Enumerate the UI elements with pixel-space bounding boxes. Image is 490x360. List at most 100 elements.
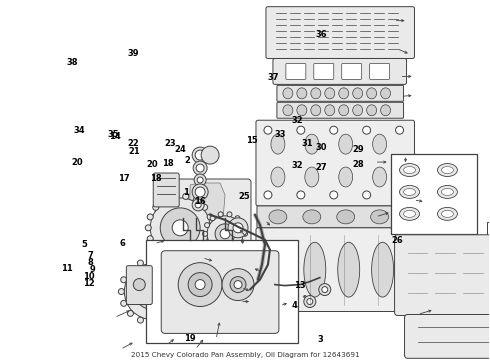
- Ellipse shape: [404, 167, 416, 174]
- Ellipse shape: [367, 105, 377, 116]
- Circle shape: [304, 296, 316, 307]
- Circle shape: [178, 300, 184, 306]
- Ellipse shape: [353, 88, 363, 99]
- Text: 29: 29: [352, 145, 364, 154]
- Circle shape: [230, 276, 246, 293]
- Ellipse shape: [399, 163, 419, 176]
- Circle shape: [121, 277, 127, 283]
- Circle shape: [258, 278, 272, 292]
- Ellipse shape: [311, 88, 321, 99]
- Circle shape: [274, 284, 290, 300]
- Text: 32: 32: [292, 116, 303, 125]
- Circle shape: [215, 224, 235, 244]
- Circle shape: [188, 273, 212, 297]
- Circle shape: [182, 284, 194, 296]
- Circle shape: [202, 245, 208, 251]
- Circle shape: [486, 297, 490, 312]
- Ellipse shape: [339, 88, 349, 99]
- Circle shape: [145, 285, 159, 298]
- Text: 26: 26: [392, 237, 403, 246]
- FancyBboxPatch shape: [161, 251, 279, 333]
- Circle shape: [194, 174, 206, 186]
- Ellipse shape: [371, 242, 393, 297]
- Ellipse shape: [399, 185, 419, 198]
- Circle shape: [149, 319, 155, 325]
- Circle shape: [192, 199, 204, 211]
- Circle shape: [480, 291, 490, 319]
- Circle shape: [193, 197, 199, 203]
- FancyBboxPatch shape: [256, 228, 415, 311]
- FancyBboxPatch shape: [266, 7, 415, 58]
- Circle shape: [202, 291, 210, 298]
- Circle shape: [145, 225, 151, 231]
- Circle shape: [207, 236, 213, 242]
- Circle shape: [395, 126, 404, 134]
- Text: 20: 20: [147, 160, 158, 169]
- Ellipse shape: [412, 210, 419, 220]
- FancyBboxPatch shape: [256, 120, 415, 206]
- FancyBboxPatch shape: [277, 102, 404, 118]
- Ellipse shape: [338, 242, 360, 297]
- Text: 2015 Chevy Colorado Pan Assembly, Oil Diagram for 12643691: 2015 Chevy Colorado Pan Assembly, Oil Di…: [131, 352, 359, 358]
- Circle shape: [178, 263, 222, 306]
- Circle shape: [176, 278, 200, 302]
- FancyBboxPatch shape: [412, 207, 468, 223]
- Text: 37: 37: [267, 73, 278, 82]
- Ellipse shape: [429, 192, 438, 202]
- Polygon shape: [188, 183, 225, 280]
- Circle shape: [119, 289, 124, 294]
- Ellipse shape: [303, 210, 321, 224]
- Text: 17: 17: [118, 175, 129, 184]
- Circle shape: [127, 267, 133, 273]
- Circle shape: [195, 280, 205, 289]
- FancyBboxPatch shape: [147, 240, 298, 343]
- Text: 25: 25: [239, 192, 250, 201]
- Ellipse shape: [370, 210, 389, 224]
- Circle shape: [195, 202, 201, 208]
- Ellipse shape: [441, 167, 453, 174]
- Ellipse shape: [325, 88, 335, 99]
- Circle shape: [227, 251, 232, 256]
- Ellipse shape: [305, 134, 319, 154]
- Circle shape: [192, 147, 208, 163]
- Ellipse shape: [441, 210, 453, 217]
- Ellipse shape: [325, 105, 335, 116]
- Circle shape: [210, 216, 215, 221]
- Text: 3: 3: [318, 335, 323, 344]
- Text: 33: 33: [274, 130, 286, 139]
- Circle shape: [243, 231, 247, 236]
- Text: 16: 16: [194, 197, 205, 206]
- Circle shape: [235, 216, 240, 221]
- Text: 22: 22: [127, 139, 139, 148]
- Ellipse shape: [270, 242, 292, 297]
- Circle shape: [172, 193, 178, 199]
- FancyBboxPatch shape: [257, 206, 414, 228]
- Text: 11: 11: [61, 265, 73, 274]
- Text: 24: 24: [174, 145, 186, 154]
- Circle shape: [171, 310, 177, 316]
- Text: 12: 12: [83, 279, 95, 288]
- FancyBboxPatch shape: [314, 63, 334, 80]
- Ellipse shape: [339, 167, 353, 187]
- Circle shape: [205, 222, 210, 228]
- Ellipse shape: [438, 207, 457, 220]
- Circle shape: [197, 177, 203, 183]
- Text: 38: 38: [67, 58, 78, 67]
- Circle shape: [198, 287, 214, 302]
- Circle shape: [218, 212, 223, 217]
- Text: 15: 15: [246, 136, 258, 145]
- Circle shape: [319, 284, 331, 296]
- Ellipse shape: [441, 189, 453, 195]
- Circle shape: [183, 193, 189, 199]
- Ellipse shape: [283, 88, 293, 99]
- FancyBboxPatch shape: [155, 179, 251, 294]
- Ellipse shape: [451, 192, 460, 202]
- Circle shape: [227, 212, 232, 217]
- Ellipse shape: [304, 242, 326, 297]
- Ellipse shape: [444, 210, 452, 220]
- Circle shape: [241, 222, 245, 228]
- Bar: [488, 222, 490, 267]
- Text: 21: 21: [128, 147, 140, 156]
- Circle shape: [297, 126, 305, 134]
- Text: 20: 20: [71, 158, 83, 167]
